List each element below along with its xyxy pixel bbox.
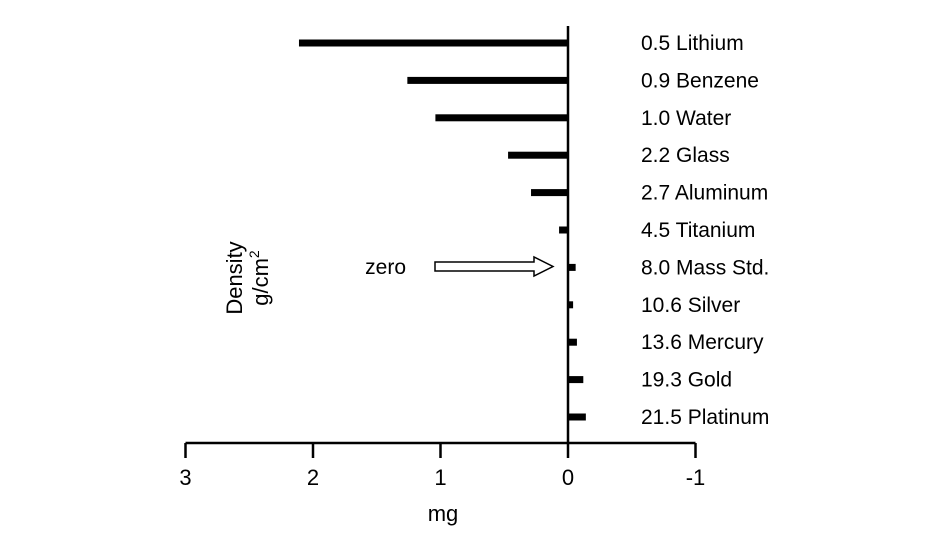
category-label: 2.2 Glass: [641, 144, 730, 167]
category-label: 0.5 Lithium: [641, 32, 744, 55]
category-label: 19.3 Gold: [641, 369, 732, 392]
category-label: 21.5 Platinum: [641, 406, 769, 429]
annotation-arrow: [434, 255, 555, 278]
bar-10: [568, 376, 584, 384]
category-label: 1.0 Water: [641, 107, 731, 130]
x-tick-label: 1: [434, 465, 446, 490]
bars-group: [298, 39, 586, 421]
bar-3: [435, 114, 568, 122]
bar-11: [568, 413, 586, 421]
bar-1: [298, 39, 568, 47]
zero-annotation: zero: [365, 255, 555, 279]
bar-5: [531, 189, 568, 197]
x-tick-label: 3: [179, 465, 191, 490]
category-label: 10.6 Silver: [641, 294, 740, 317]
y-axis-label-density: Density: [222, 241, 247, 314]
x-axis: 3 2 1 0 -1: [179, 441, 706, 490]
category-label: 13.6 Mercury: [641, 331, 764, 354]
bar-7: [568, 263, 576, 271]
y-axis-label: Density g/cm2: [222, 241, 273, 314]
bar-4: [508, 151, 568, 159]
bar-9: [568, 338, 577, 346]
bar-8: [568, 301, 574, 309]
bar-6: [559, 226, 568, 234]
bar-2: [407, 76, 568, 84]
category-labels: 0.5 Lithium 0.9 Benzene 1.0 Water 2.2 Glass…: [641, 32, 769, 429]
y-axis-label-unit: g/cm2: [246, 250, 273, 306]
category-label: 8.0 Mass Std.: [641, 256, 769, 279]
x-tick-label: 0: [562, 465, 574, 490]
category-label: 2.7 Aluminum: [641, 182, 768, 205]
x-tick-label: -1: [686, 465, 706, 490]
category-label: 0.9 Benzene: [641, 69, 759, 92]
annotation-zero-text: zero: [365, 256, 406, 279]
category-label: 4.5 Titanium: [641, 219, 755, 242]
x-axis-label: mg: [428, 501, 459, 526]
x-tick-label: 2: [307, 465, 319, 490]
